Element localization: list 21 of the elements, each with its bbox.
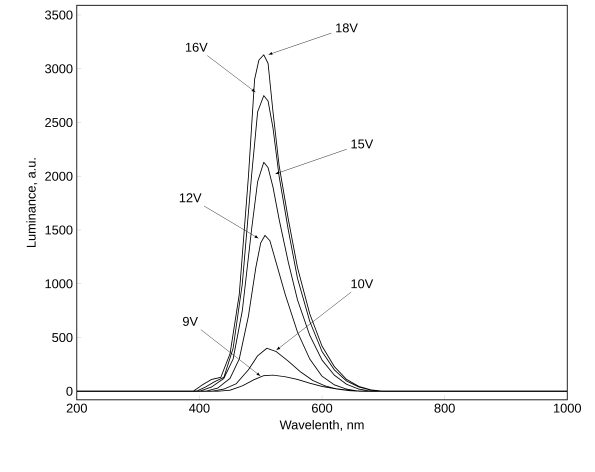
y-tick-label: 1500 [46, 225, 73, 234]
y-axis-title: Luminance, a.u. [26, 158, 38, 247]
text: 10V [351, 279, 374, 288]
x-tick-label: 200 [66, 403, 87, 412]
text: 12V [180, 193, 202, 202]
y-tick-label: 2500 [45, 118, 73, 127]
y-tick-label: 0 [66, 386, 73, 396]
x-tick-label: 400 [189, 403, 210, 412]
x-axis-title: Wavelenth, nm [280, 420, 364, 431]
text: 15V [351, 139, 374, 148]
y-tick-label: 3000 [45, 64, 73, 74]
y-tick-label: 3500 [45, 10, 73, 20]
text: 18V [336, 23, 358, 32]
text: 9V [182, 316, 198, 326]
x-tick-label: 1000 [554, 403, 582, 412]
x-tick-label: 800 [434, 403, 455, 412]
y-tick-label: 2000 [45, 172, 73, 181]
text: 16V [186, 42, 208, 52]
y-tick-label: 500 [52, 332, 73, 342]
y-tick-label: 1000 [46, 279, 73, 288]
x-tick-label: 600 [312, 403, 332, 412]
